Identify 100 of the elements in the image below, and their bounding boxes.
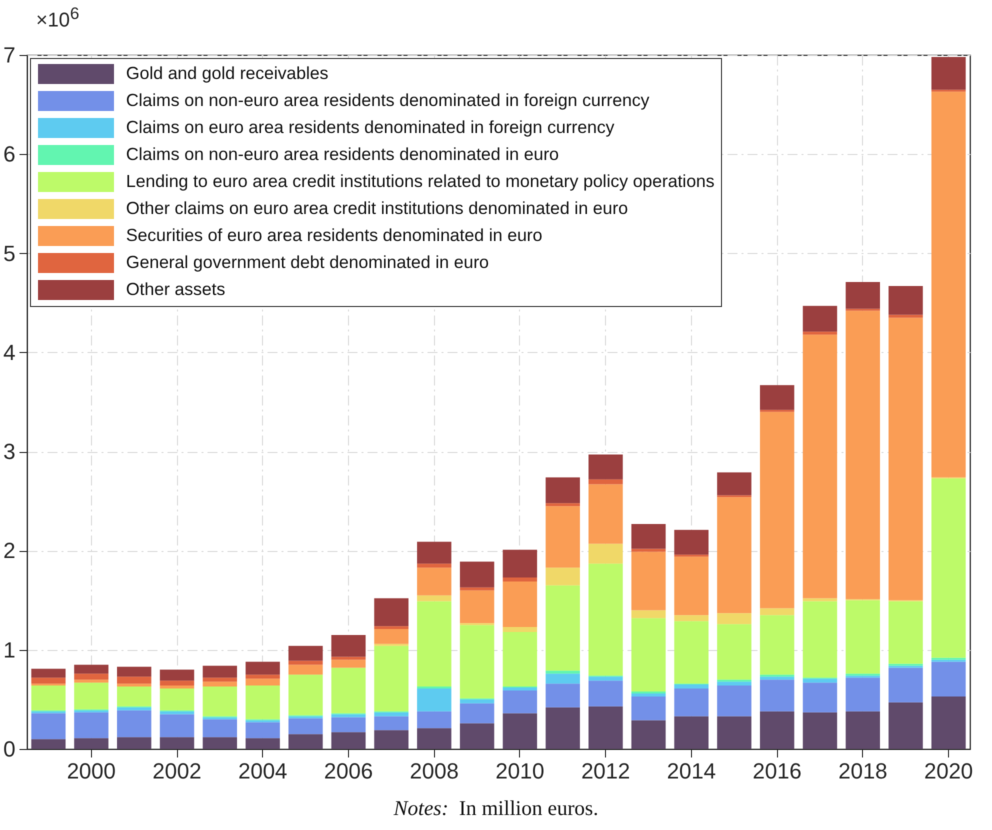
bar bbox=[631, 548, 666, 552]
bar bbox=[888, 318, 923, 600]
bar bbox=[331, 660, 366, 668]
bar bbox=[74, 712, 108, 738]
bar bbox=[546, 674, 580, 684]
bar bbox=[717, 613, 752, 624]
bar bbox=[31, 713, 66, 740]
bar bbox=[717, 682, 752, 686]
bar bbox=[74, 682, 108, 710]
bar bbox=[246, 738, 280, 749]
bar bbox=[288, 718, 323, 734]
bar bbox=[31, 686, 66, 710]
text: Notes: In million euros. bbox=[392, 796, 600, 821]
bar bbox=[588, 680, 623, 706]
bar bbox=[374, 712, 408, 716]
y-tick-label: 6 bbox=[3, 142, 16, 167]
legend-label: Gold and gold receivables bbox=[126, 63, 329, 83]
bar bbox=[374, 626, 408, 630]
x-tick-label: 2004 bbox=[238, 758, 288, 784]
bar bbox=[117, 684, 152, 687]
bar bbox=[246, 678, 280, 686]
bar bbox=[417, 564, 452, 568]
bar bbox=[546, 684, 580, 708]
bar bbox=[588, 564, 623, 676]
bar bbox=[888, 601, 923, 664]
bar bbox=[760, 615, 794, 675]
bar bbox=[717, 624, 752, 680]
bar bbox=[331, 634, 366, 657]
bar bbox=[931, 92, 966, 478]
bar bbox=[802, 712, 838, 749]
bar bbox=[674, 615, 709, 622]
legend-label: Securities of euro area residents denominated in euro bbox=[126, 225, 542, 245]
bar bbox=[160, 714, 194, 738]
bar bbox=[546, 670, 580, 674]
bar bbox=[460, 587, 494, 590]
bar bbox=[631, 610, 666, 618]
bar bbox=[760, 608, 794, 616]
bar bbox=[588, 706, 623, 749]
bar bbox=[931, 662, 966, 696]
bar bbox=[331, 717, 366, 732]
bar bbox=[846, 600, 880, 674]
bar bbox=[31, 678, 66, 684]
legend-label: Other claims on euro area credit institutions denominated in euro bbox=[126, 198, 628, 218]
x-tick-label: 2006 bbox=[324, 758, 373, 784]
bar bbox=[717, 686, 752, 716]
bar bbox=[802, 682, 838, 712]
x-tick-label: 2020 bbox=[924, 758, 974, 784]
x-tick-label: 2012 bbox=[581, 758, 630, 784]
bar bbox=[717, 472, 752, 496]
bar bbox=[760, 680, 794, 712]
bar bbox=[460, 703, 494, 724]
bar bbox=[117, 737, 152, 749]
bar bbox=[374, 646, 408, 712]
bar bbox=[588, 676, 623, 681]
bar bbox=[202, 666, 238, 678]
bar bbox=[888, 668, 923, 702]
bar bbox=[502, 550, 538, 578]
bar bbox=[760, 385, 794, 410]
bar bbox=[674, 621, 709, 684]
bar bbox=[74, 738, 108, 749]
bar bbox=[888, 286, 923, 315]
bar bbox=[374, 629, 408, 644]
bar bbox=[674, 716, 709, 749]
x-tick-label: 2016 bbox=[752, 758, 802, 784]
bar bbox=[674, 688, 709, 716]
bar bbox=[374, 730, 408, 749]
bar bbox=[588, 454, 623, 480]
text: ×10$^{6}$ bbox=[36, 4, 80, 33]
x-tick-label: 2002 bbox=[152, 758, 202, 784]
bar bbox=[502, 632, 538, 687]
bar bbox=[202, 737, 238, 749]
legend-label: General government debt denominated in euro bbox=[126, 252, 489, 272]
bar bbox=[674, 530, 709, 555]
bar bbox=[31, 668, 66, 678]
bar bbox=[631, 552, 666, 610]
bar bbox=[288, 664, 323, 675]
bar bbox=[502, 581, 538, 628]
legend-label: Claims on non-euro area residents denominated in euro bbox=[126, 144, 559, 164]
bar bbox=[117, 686, 152, 706]
bar bbox=[546, 707, 580, 749]
bar bbox=[546, 506, 580, 568]
bar bbox=[717, 716, 752, 749]
bar bbox=[246, 722, 280, 738]
bar bbox=[631, 618, 666, 692]
y-tick-label: 5 bbox=[3, 240, 16, 266]
bar bbox=[460, 562, 494, 588]
bar bbox=[288, 674, 323, 716]
bar bbox=[417, 711, 452, 728]
bar bbox=[160, 737, 194, 749]
bar bbox=[631, 720, 666, 749]
y-tick-label: 0 bbox=[3, 736, 16, 762]
bar bbox=[546, 477, 580, 504]
bar bbox=[588, 484, 623, 544]
x-tick-label: 2014 bbox=[666, 758, 716, 784]
bar bbox=[460, 625, 494, 698]
bar bbox=[546, 585, 580, 671]
bar bbox=[246, 674, 280, 679]
bar bbox=[760, 412, 794, 608]
x-tick-label: 2008 bbox=[410, 758, 459, 784]
bar bbox=[74, 680, 108, 683]
